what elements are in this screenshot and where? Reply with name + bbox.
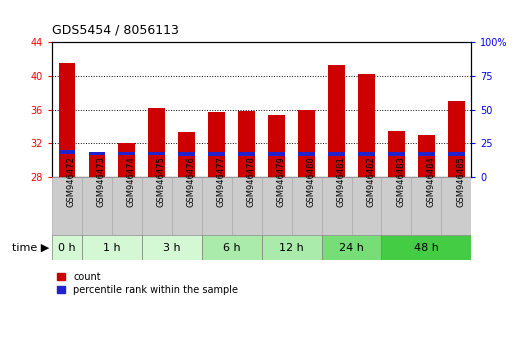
Bar <box>358 153 375 156</box>
Text: 1 h: 1 h <box>103 243 121 253</box>
Bar <box>208 153 225 156</box>
Bar <box>352 177 381 235</box>
Bar <box>208 112 225 177</box>
Bar <box>322 177 352 235</box>
Bar <box>149 152 165 155</box>
Text: GSM946482: GSM946482 <box>367 156 376 207</box>
Bar <box>202 177 232 235</box>
Bar <box>119 152 135 155</box>
Text: GSM946483: GSM946483 <box>396 156 406 207</box>
Bar <box>328 65 345 177</box>
Bar <box>448 101 465 177</box>
Bar <box>381 177 411 235</box>
Bar <box>149 108 165 177</box>
Bar <box>59 63 75 177</box>
Bar <box>268 153 285 156</box>
Bar <box>178 132 195 177</box>
Text: GSM946479: GSM946479 <box>277 156 285 207</box>
Text: 3 h: 3 h <box>163 243 180 253</box>
Bar <box>322 235 381 260</box>
Bar <box>388 131 405 177</box>
Bar <box>89 152 105 155</box>
Bar <box>52 235 82 260</box>
Text: time ▶: time ▶ <box>12 243 49 253</box>
Legend: count, percentile rank within the sample: count, percentile rank within the sample <box>56 272 238 295</box>
Text: GSM946477: GSM946477 <box>217 156 226 207</box>
Bar <box>262 235 322 260</box>
Bar <box>418 153 435 156</box>
Bar <box>388 153 405 156</box>
Text: GDS5454 / 8056113: GDS5454 / 8056113 <box>52 23 179 36</box>
Text: GSM946478: GSM946478 <box>247 156 255 207</box>
Bar <box>142 235 202 260</box>
Bar <box>328 153 345 156</box>
Bar <box>298 110 315 177</box>
Text: GSM946474: GSM946474 <box>127 156 136 207</box>
Bar <box>171 177 202 235</box>
Text: 12 h: 12 h <box>279 243 304 253</box>
Bar <box>59 150 75 154</box>
Bar <box>441 177 471 235</box>
Bar <box>418 135 435 177</box>
Text: 0 h: 0 h <box>58 243 76 253</box>
Text: GSM946480: GSM946480 <box>307 156 315 207</box>
Text: GSM946484: GSM946484 <box>426 156 436 207</box>
Bar <box>232 177 262 235</box>
Text: GSM946481: GSM946481 <box>337 156 346 207</box>
Bar <box>298 153 315 156</box>
Text: GSM946476: GSM946476 <box>186 156 196 207</box>
Bar <box>262 177 292 235</box>
Bar <box>142 177 171 235</box>
Text: GSM946475: GSM946475 <box>156 156 166 207</box>
Bar <box>238 112 255 177</box>
Bar <box>119 143 135 177</box>
Bar <box>268 115 285 177</box>
Text: GSM946472: GSM946472 <box>67 156 76 207</box>
Text: 6 h: 6 h <box>223 243 240 253</box>
Bar <box>89 152 105 177</box>
Bar <box>448 153 465 156</box>
Text: GSM946473: GSM946473 <box>97 156 106 207</box>
Text: 24 h: 24 h <box>339 243 364 253</box>
Bar <box>202 235 262 260</box>
Bar <box>52 177 82 235</box>
Text: GSM946485: GSM946485 <box>456 156 465 207</box>
Bar <box>82 235 142 260</box>
Bar <box>292 177 322 235</box>
Text: 48 h: 48 h <box>414 243 439 253</box>
Bar <box>358 74 375 177</box>
Bar <box>82 177 112 235</box>
Bar <box>112 177 142 235</box>
Bar <box>381 235 471 260</box>
Bar <box>411 177 441 235</box>
Bar <box>178 153 195 156</box>
Bar <box>238 153 255 156</box>
